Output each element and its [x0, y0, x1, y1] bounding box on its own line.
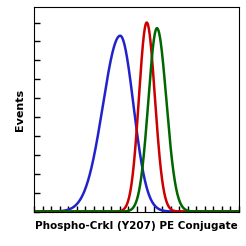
X-axis label: Phospho-CrkI (Y207) PE Conjugate: Phospho-CrkI (Y207) PE Conjugate [35, 221, 238, 231]
Y-axis label: Events: Events [15, 88, 25, 131]
